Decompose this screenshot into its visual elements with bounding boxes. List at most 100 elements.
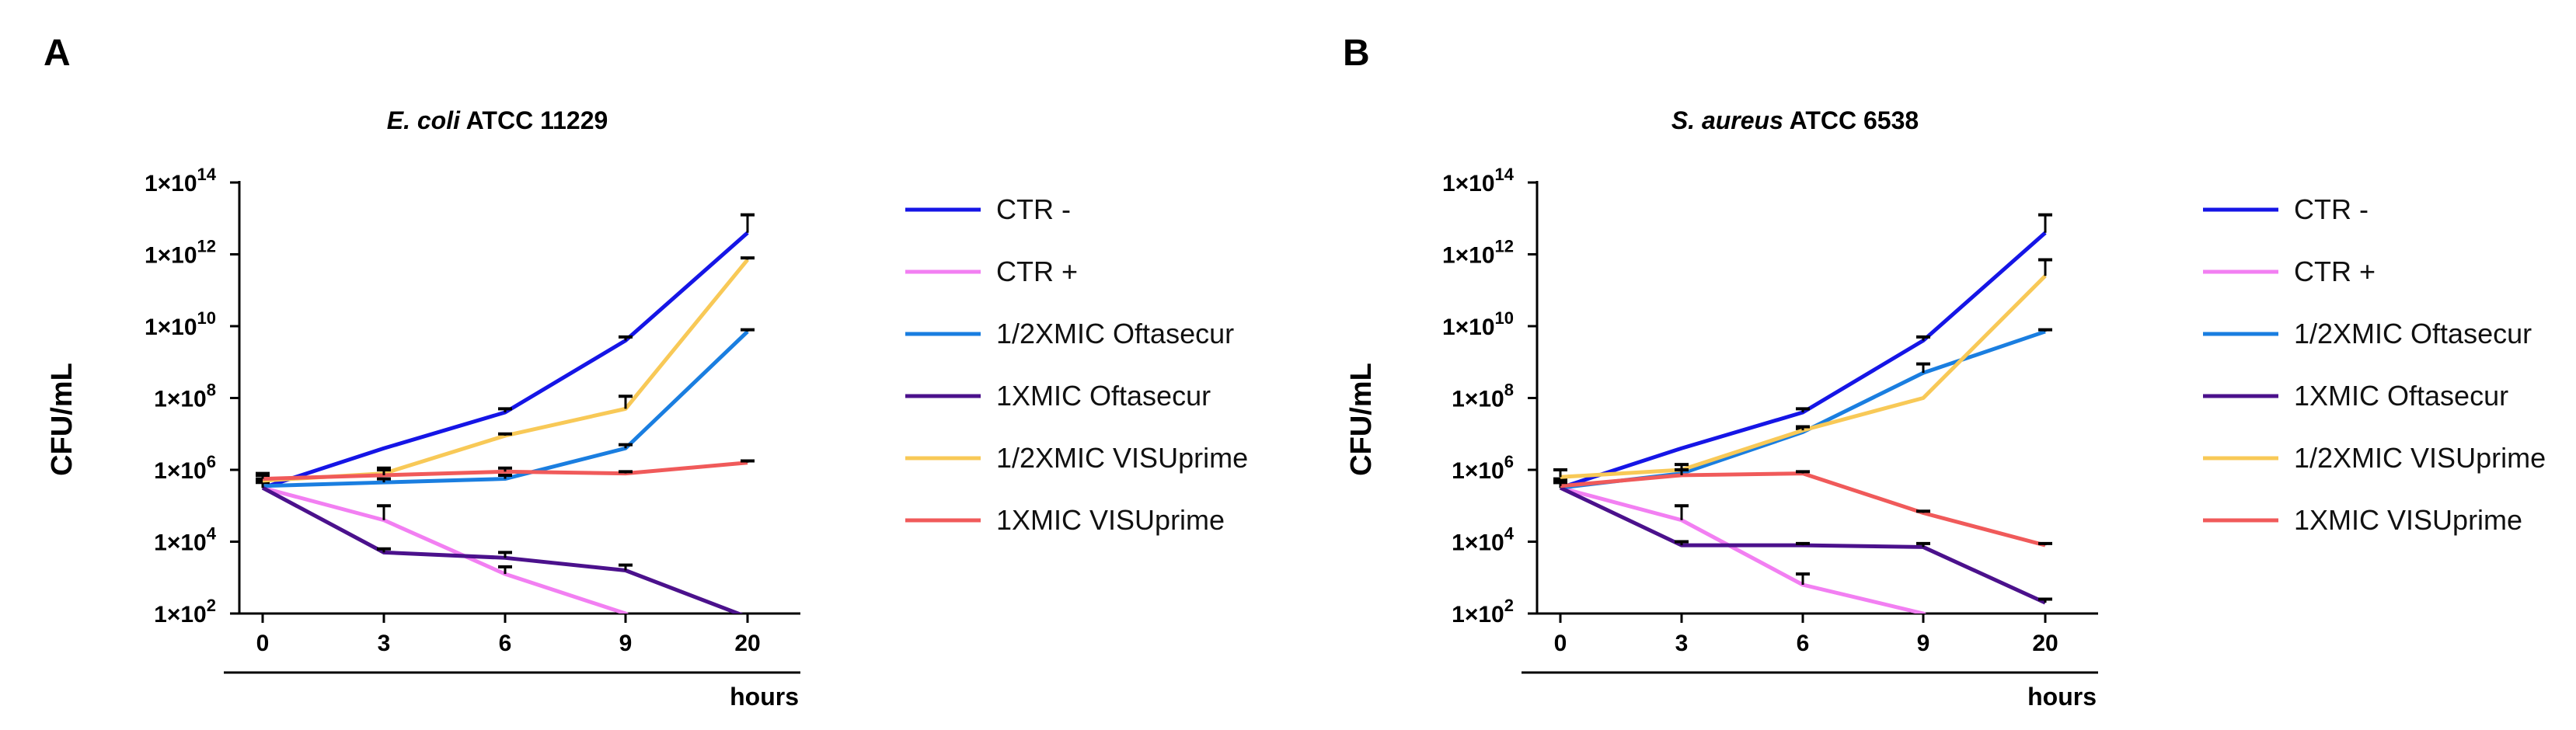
error-bar	[256, 481, 270, 488]
panel-a: A E. coli ATCC 11229 CFU/mL hours 1×102 1…	[44, 33, 1248, 711]
x-tick-label: 9	[1917, 631, 1930, 656]
error-bar	[1796, 541, 1810, 546]
error-bar	[377, 504, 391, 520]
error-bar	[741, 459, 755, 463]
legend-label: 1/2XMIC Oftasecur	[2294, 318, 2532, 349]
legend-item: 1XMIC VISUprime	[905, 504, 1225, 536]
error-bar	[2038, 258, 2052, 276]
error-bar	[2038, 541, 2052, 546]
error-bar	[377, 547, 391, 553]
x-tick-label: 20	[2032, 631, 2058, 656]
x-tick-label: 0	[1554, 631, 1567, 656]
y-tick-label: 1×108	[1452, 381, 1514, 412]
legend-item: 1/2XMIC VISUprime	[905, 442, 1248, 474]
y-tick-label: 1×106	[1452, 452, 1514, 484]
y-tick-label: 1×1012	[1442, 237, 1514, 269]
error-bar	[498, 407, 512, 412]
legend-label: CTR +	[996, 255, 1078, 287]
x-tick-label: 20	[734, 631, 760, 656]
legend-label: 1XMIC Oftasecur	[996, 380, 1211, 412]
legend-label: 1XMIC VISUprime	[2294, 504, 2522, 536]
y-tick-label: 1×106	[154, 452, 216, 484]
y-tick-label: 1×108	[154, 381, 216, 412]
y-tick-label: 1×104	[154, 524, 217, 556]
series-0	[1553, 213, 2052, 490]
error-bar	[619, 443, 633, 449]
error-bar	[1916, 362, 1930, 374]
error-bar	[619, 335, 633, 341]
series-5	[1553, 468, 2052, 548]
y-tick-label: 1×1014	[1442, 165, 1515, 196]
error-bar	[619, 563, 633, 571]
series-line	[1560, 485, 1927, 614]
legend-label: 1/2XMIC VISUprime	[2294, 442, 2546, 474]
legend-item: 1/2XMIC Oftasecur	[905, 318, 1234, 349]
legend-item: 1XMIC Oftasecur	[2203, 380, 2508, 412]
error-bar	[1796, 470, 1810, 474]
x-tick-label: 6	[1797, 631, 1810, 656]
error-bar	[377, 477, 391, 483]
legend-label: CTR -	[996, 193, 1071, 225]
series-0	[256, 213, 755, 490]
error-bar	[619, 470, 633, 474]
legend-item: 1XMIC VISUprime	[2203, 504, 2522, 536]
legend-item: 1XMIC Oftasecur	[905, 380, 1211, 412]
error-bar	[1916, 541, 1930, 548]
error-bar	[619, 395, 633, 409]
error-bar	[1796, 572, 1810, 585]
error-bar	[1796, 425, 1810, 431]
legend-label: 1XMIC Oftasecur	[2294, 380, 2508, 412]
legend-item: CTR +	[2203, 255, 2376, 287]
error-bar	[377, 468, 391, 475]
x-tick-label: 6	[499, 631, 512, 656]
legend-item: 1/2XMIC VISUprime	[2203, 442, 2546, 474]
legend-label: 1XMIC VISUprime	[996, 504, 1225, 536]
y-tick-label: 1×1014	[145, 165, 217, 196]
y-tick-label: 1×104	[1452, 524, 1515, 556]
y-axis-label-b: CFU/mL	[1345, 363, 1378, 476]
panel-letter-a: A	[44, 33, 71, 74]
legend-label: CTR +	[2294, 255, 2376, 287]
series-line	[262, 258, 749, 483]
error-bar	[2038, 328, 2052, 332]
series-5	[256, 459, 755, 481]
error-bar	[1916, 509, 1930, 513]
x-tick-label: 9	[619, 631, 633, 656]
x-axis-label-b: hours	[2027, 683, 2097, 711]
series-line	[262, 231, 749, 490]
y-axis-label-a: CFU/mL	[46, 363, 78, 476]
error-bar	[498, 551, 512, 558]
series-1	[256, 478, 629, 614]
y-tick-label: 1×102	[1452, 596, 1514, 627]
error-bar	[741, 328, 755, 332]
chart-title-a: E. coli ATCC 11229	[387, 106, 608, 134]
error-bar	[741, 213, 755, 233]
chart-title-b: S. aureus ATCC 6538	[1671, 106, 1919, 134]
error-bar	[498, 466, 512, 472]
error-bar	[2038, 213, 2052, 233]
series-line	[1560, 471, 2046, 548]
error-bar	[256, 473, 270, 479]
x-axis-label-a: hours	[730, 683, 799, 711]
series-1	[1553, 478, 1927, 614]
legend-item: 1/2XMIC Oftasecur	[2203, 318, 2532, 349]
error-bar	[1553, 468, 1567, 478]
legend-item: CTR -	[2203, 193, 2369, 225]
error-bar	[1675, 540, 1689, 546]
series-4	[1553, 258, 2052, 479]
error-bar	[1916, 335, 1930, 341]
y-tick-label: 1×102	[154, 596, 216, 627]
series-line	[1560, 231, 2047, 490]
error-bar	[1675, 504, 1689, 520]
legend-label: CTR -	[2294, 193, 2369, 225]
error-bar	[498, 432, 512, 436]
x-tick-label: 3	[1675, 631, 1689, 656]
panel-letter-b: B	[1343, 33, 1370, 74]
legend-item: CTR +	[905, 255, 1078, 287]
error-bar	[2038, 597, 2052, 603]
error-bar	[1675, 468, 1689, 475]
y-tick-label: 1×1012	[145, 237, 216, 269]
error-bar	[1553, 481, 1567, 486]
error-bar	[498, 565, 512, 575]
